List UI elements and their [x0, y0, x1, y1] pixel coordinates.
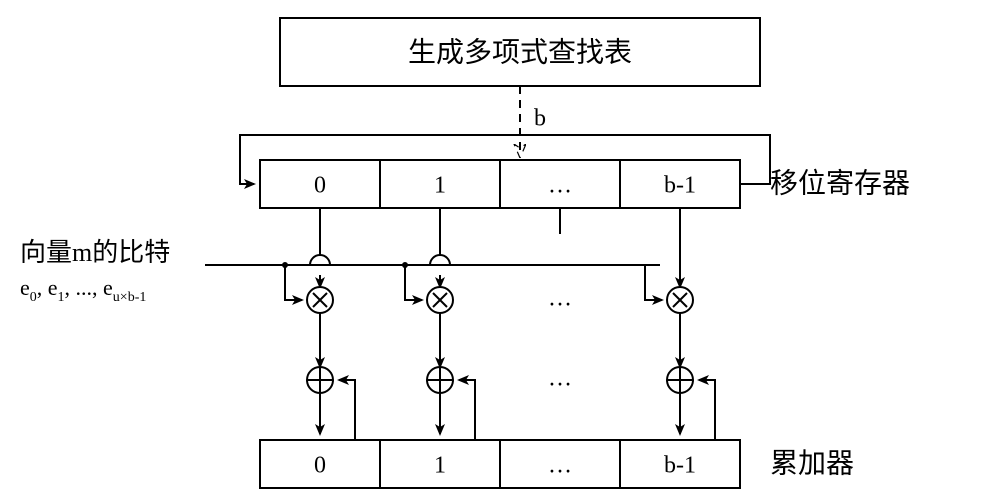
svg-text:…: … [548, 366, 572, 392]
acc-cell-0: 0 [314, 453, 326, 479]
accumulator-label: 累加器 [770, 448, 854, 479]
column-1 [402, 208, 475, 440]
reg-cell-1: 1 [434, 173, 446, 199]
acc-cell-last: b-1 [664, 453, 696, 479]
accumulator: 0 1 … b-1 [260, 440, 740, 488]
svg-text:…: … [548, 286, 572, 312]
reg-cell-0: 0 [314, 173, 326, 199]
column-0 [282, 208, 355, 440]
input-label-cn: 向量m的比特 [20, 238, 170, 267]
column-dots: … … [548, 208, 572, 392]
title-text: 生成多项式查找表 [408, 36, 632, 68]
dashed-arrow-label: b [534, 106, 546, 132]
acc-cell-1: 1 [434, 453, 446, 479]
shift-register-label: 移位寄存器 [770, 167, 910, 199]
input-label-math: e0, e1, ..., eu×b-1 [20, 275, 146, 305]
reg-cell-dots: … [548, 173, 572, 199]
reg-cell-last: b-1 [664, 173, 696, 199]
shift-register: 0 1 … b-1 [260, 160, 740, 208]
column-last [645, 208, 715, 440]
acc-cell-dots: … [548, 453, 572, 479]
